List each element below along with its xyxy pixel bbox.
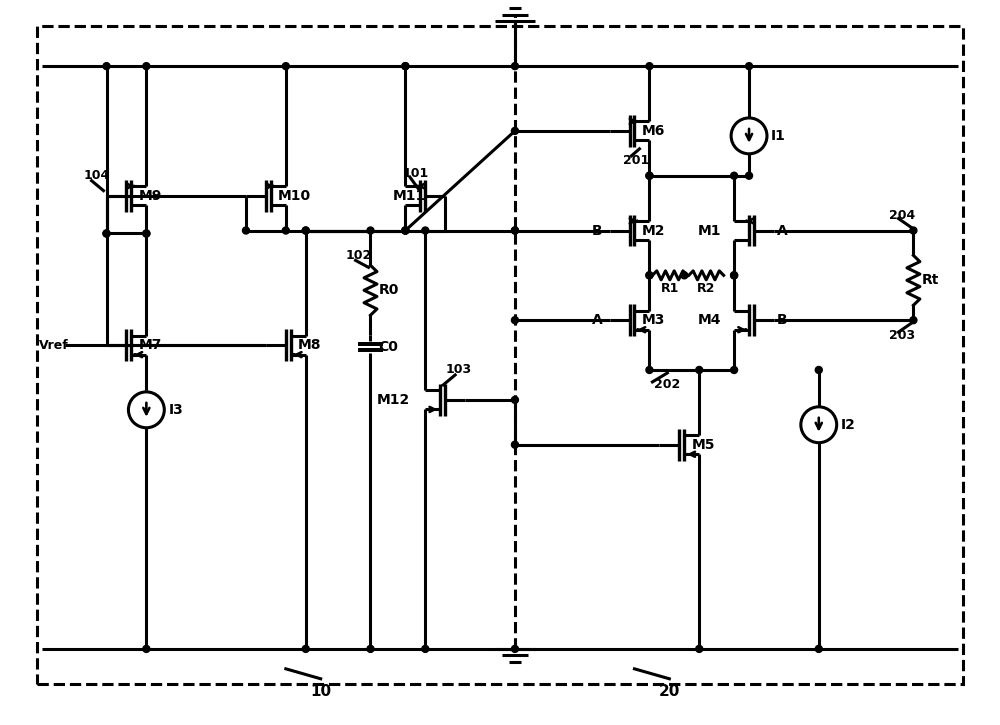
- Text: M7: M7: [138, 338, 162, 352]
- Circle shape: [402, 227, 409, 234]
- Circle shape: [143, 230, 150, 237]
- Circle shape: [143, 645, 150, 652]
- Circle shape: [815, 645, 822, 652]
- Circle shape: [815, 366, 822, 373]
- Text: Vref: Vref: [39, 339, 69, 352]
- Text: M11: M11: [393, 188, 426, 203]
- Text: 101: 101: [402, 167, 429, 181]
- Circle shape: [402, 227, 409, 234]
- Circle shape: [731, 272, 738, 279]
- Text: R1: R1: [661, 282, 679, 295]
- Text: M2: M2: [641, 223, 665, 238]
- Circle shape: [511, 397, 518, 403]
- Circle shape: [731, 173, 738, 179]
- Circle shape: [103, 62, 110, 70]
- Circle shape: [910, 227, 917, 234]
- Text: R2: R2: [697, 282, 715, 295]
- Circle shape: [646, 62, 653, 70]
- Text: R0: R0: [378, 283, 399, 297]
- Circle shape: [103, 230, 110, 237]
- Circle shape: [367, 227, 374, 234]
- Circle shape: [367, 645, 374, 652]
- Text: I1: I1: [771, 129, 786, 143]
- Text: 202: 202: [654, 378, 681, 392]
- Text: 103: 103: [445, 363, 471, 376]
- Circle shape: [696, 366, 703, 373]
- Circle shape: [242, 227, 249, 234]
- Text: M5: M5: [691, 438, 715, 452]
- Circle shape: [731, 272, 738, 279]
- Circle shape: [103, 230, 110, 237]
- Circle shape: [302, 645, 309, 652]
- Circle shape: [282, 62, 289, 70]
- Circle shape: [646, 272, 653, 279]
- Text: Rt: Rt: [921, 273, 939, 287]
- Circle shape: [511, 317, 518, 323]
- Text: M12: M12: [377, 393, 410, 407]
- Text: M9: M9: [138, 188, 162, 203]
- Text: 20: 20: [659, 684, 680, 699]
- Text: 203: 203: [889, 328, 915, 341]
- Circle shape: [511, 128, 518, 134]
- Circle shape: [511, 645, 518, 652]
- Circle shape: [302, 227, 309, 234]
- Text: M6: M6: [641, 124, 665, 138]
- Circle shape: [422, 645, 429, 652]
- Text: B: B: [777, 313, 788, 327]
- Circle shape: [731, 366, 738, 373]
- Circle shape: [746, 173, 753, 179]
- Text: I2: I2: [841, 418, 856, 432]
- Text: C0: C0: [378, 340, 398, 354]
- Circle shape: [511, 227, 518, 234]
- Text: 102: 102: [346, 249, 372, 262]
- Circle shape: [302, 227, 309, 234]
- Text: M10: M10: [278, 188, 311, 203]
- Text: M1: M1: [698, 223, 721, 238]
- Circle shape: [422, 227, 429, 234]
- Circle shape: [696, 645, 703, 652]
- Circle shape: [646, 173, 653, 179]
- Text: B: B: [592, 223, 602, 238]
- Text: A: A: [592, 313, 602, 327]
- Text: 10: 10: [310, 684, 331, 699]
- Circle shape: [681, 272, 688, 279]
- Circle shape: [646, 272, 653, 279]
- Circle shape: [511, 62, 518, 70]
- Circle shape: [143, 62, 150, 70]
- Circle shape: [402, 227, 409, 234]
- Text: 204: 204: [889, 209, 915, 222]
- Text: M3: M3: [641, 313, 665, 327]
- Circle shape: [646, 366, 653, 373]
- Text: I3: I3: [168, 403, 183, 417]
- Text: M4: M4: [698, 313, 721, 327]
- Text: M8: M8: [298, 338, 321, 352]
- Circle shape: [910, 317, 917, 323]
- Text: A: A: [777, 223, 788, 238]
- Text: 104: 104: [84, 169, 110, 182]
- Circle shape: [746, 62, 753, 70]
- Circle shape: [402, 62, 409, 70]
- Circle shape: [282, 227, 289, 234]
- Text: 201: 201: [623, 154, 649, 167]
- Circle shape: [143, 230, 150, 237]
- Circle shape: [511, 227, 518, 234]
- Circle shape: [402, 62, 409, 70]
- Circle shape: [646, 173, 653, 179]
- Circle shape: [511, 442, 518, 448]
